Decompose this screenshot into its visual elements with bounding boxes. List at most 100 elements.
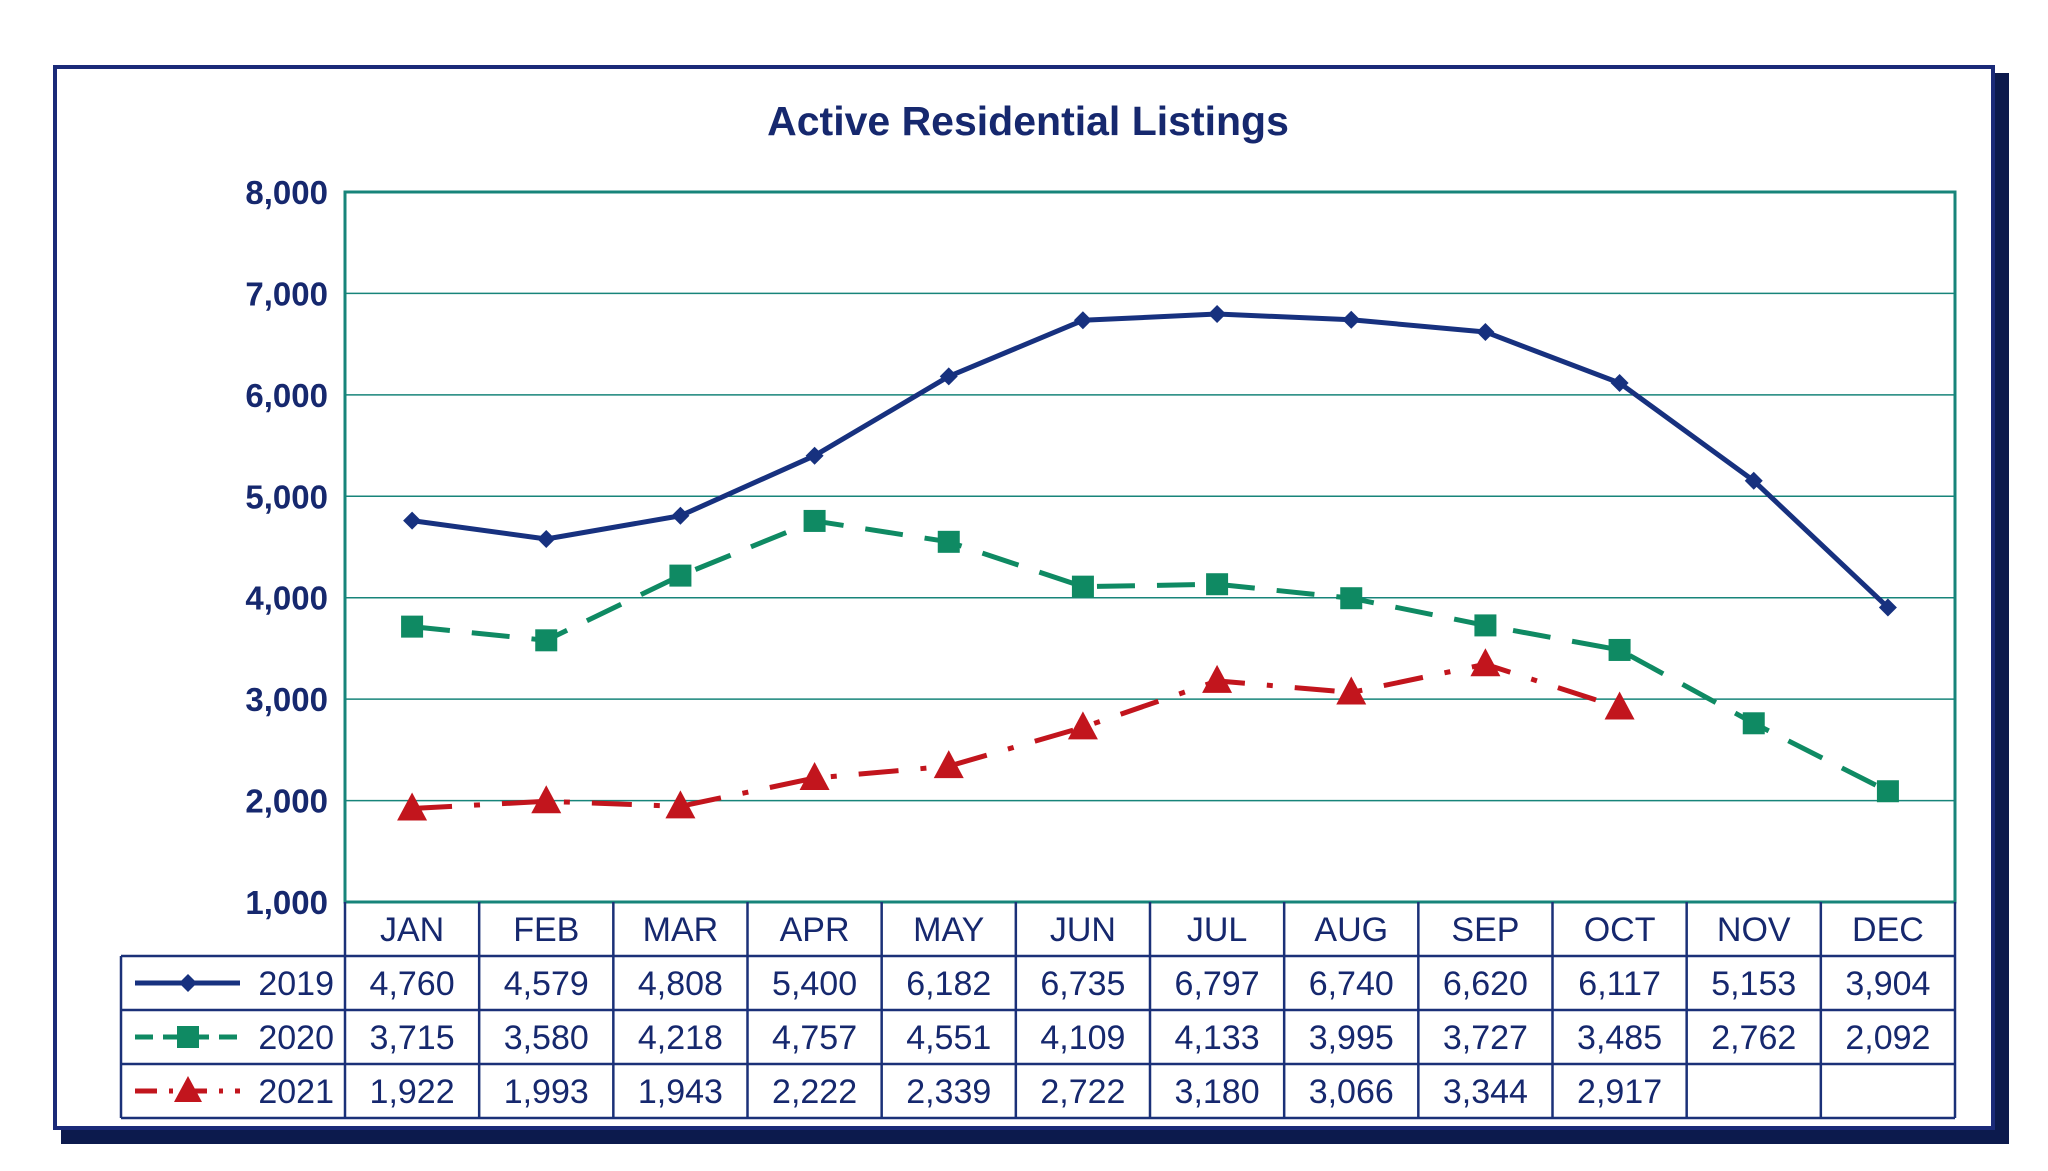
series-2021 [397,648,1635,821]
data-point-2020 [669,564,692,587]
data-point-2020 [1742,712,1765,735]
category-label: DEC [1852,911,1924,949]
legend-marker-2020 [177,1026,199,1048]
data-point-2019 [939,367,958,386]
series-line-2021 [411,661,1621,811]
y-tick-label: 3,000 [245,681,328,718]
y-tick-label: 7,000 [245,275,328,312]
data-point-2021 [531,785,562,814]
data-point-2019 [1342,310,1361,329]
y-tick-label: 2,000 [245,783,328,820]
data-label: 3,715 [370,1019,455,1057]
data-label: 4,218 [638,1019,723,1057]
data-label: 6,740 [1309,965,1394,1003]
category-label: NOV [1717,911,1791,949]
category-label: JAN [380,911,444,949]
data-label: 2,722 [1040,1073,1125,1111]
data-point-2021 [1336,676,1367,705]
data-label: 2,762 [1711,1019,1796,1057]
series-2020 [401,509,1899,803]
category-label: SEP [1451,911,1519,949]
data-label: 6,182 [906,965,991,1003]
data-label: 3,344 [1443,1073,1528,1111]
category-label: MAR [643,911,719,949]
category-label: AUG [1314,911,1388,949]
data-label: 3,995 [1309,1019,1394,1057]
series-layer [397,305,1899,821]
data-point-2020 [1876,780,1899,803]
legend-marker-2019 [179,974,197,992]
data-point-2021 [1604,691,1635,720]
category-label: MAY [913,911,984,949]
y-tick-label: 6,000 [245,377,328,414]
y-tick-label: 4,000 [245,580,328,617]
data-point-2019 [1073,311,1092,330]
data-label: 3,066 [1309,1073,1394,1111]
category-label: JUN [1050,911,1116,949]
y-tick-label: 5,000 [245,478,328,515]
data-point-2019 [1610,373,1629,392]
data-label: 3,180 [1175,1073,1260,1111]
data-point-2021 [799,762,830,791]
legend-label-2021: 2021 [258,1073,334,1111]
data-label: 1,943 [638,1073,723,1111]
data-label: 2,092 [1845,1019,1930,1057]
legend-label-2020: 2020 [258,1019,334,1057]
data-label: 3,904 [1845,965,1930,1003]
data-table: JAN FEB MAR APR MAY JUN JUL AUG SEP OCT NOV DEC 2019… [119,902,1957,1120]
series-2019 [403,305,1897,617]
data-point-2020 [1340,587,1363,610]
data-point-2021 [665,790,696,819]
data-label: 2,222 [772,1073,857,1111]
data-label: 2,917 [1577,1073,1662,1111]
y-tick-label: 8,000 [245,174,328,211]
data-point-2020 [937,530,960,553]
data-point-2019 [1878,598,1897,617]
data-label: 6,735 [1040,965,1125,1003]
data-label: 4,109 [1040,1019,1125,1057]
data-point-2019 [1744,471,1763,490]
data-point-2019 [1208,305,1227,324]
data-label: 4,579 [504,965,589,1003]
category-label: OCT [1584,911,1656,949]
data-point-2021 [1202,664,1233,693]
series-line-2020 [411,518,1890,794]
data-point-2020 [401,615,424,638]
data-point-2021 [397,792,428,821]
data-label: 2,339 [906,1073,991,1111]
legend-label-2019: 2019 [258,965,334,1003]
data-label: 6,620 [1443,965,1528,1003]
data-label: 4,551 [906,1019,991,1057]
data-point-2020 [1206,573,1229,596]
data-label: 4,760 [370,965,455,1003]
y-tick-label: 1,000 [245,884,328,921]
data-point-2020 [1071,575,1094,598]
data-point-2021 [1470,648,1501,677]
data-label: 5,400 [772,965,857,1003]
legend-marker-2021 [174,1076,202,1102]
series-line-2019 [411,311,1890,610]
data-label: 3,485 [1577,1019,1662,1057]
plot-area [345,192,1955,902]
data-label: 3,580 [504,1019,589,1057]
category-label: JUL [1187,911,1247,949]
category-label: APR [780,911,850,949]
data-label: 1,993 [504,1073,589,1111]
data-label: 4,757 [772,1019,857,1057]
data-point-2020 [535,629,558,652]
data-point-2019 [671,506,690,525]
data-point-2020 [803,509,826,532]
data-point-2019 [537,529,556,548]
gridlines [345,292,1955,802]
data-label: 4,133 [1175,1019,1260,1057]
data-label: 6,117 [1578,965,1661,1003]
data-point-2019 [1476,322,1495,341]
data-point-2021 [1067,711,1098,740]
category-label: FEB [513,911,579,949]
data-label: 5,153 [1711,965,1796,1003]
y-axis-ticks: 1,000 2,000 3,000 4,000 5,000 6,000 7,000 8,000 [245,174,328,921]
data-point-2019 [403,511,422,530]
data-point-2020 [1474,614,1497,637]
data-point-2021 [933,750,964,779]
